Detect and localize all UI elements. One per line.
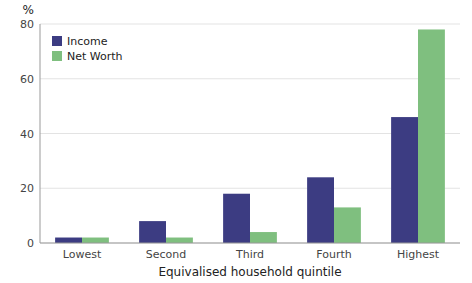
x-tick-label: Third (235, 248, 264, 261)
x-axis-line (40, 243, 460, 244)
bar (82, 238, 109, 243)
y-tick-label: 80 (20, 18, 34, 31)
y-axis-title: % (23, 3, 34, 17)
grid-line (40, 243, 460, 244)
x-tick-label: Fourth (316, 248, 351, 261)
legend-label: Income (67, 35, 108, 48)
y-tick-label: 20 (20, 182, 34, 195)
y-tick-label: 40 (20, 128, 34, 141)
y-tick-label: 60 (20, 73, 34, 86)
bar (334, 207, 361, 243)
bar (166, 238, 193, 243)
chart-container: 0 20 40 60 80 Lowest Second Third Fourth Highest E… (0, 0, 472, 283)
y-tick-label: 0 (27, 237, 34, 250)
x-tick-label: Lowest (63, 248, 102, 261)
legend-swatch (52, 36, 62, 46)
chart: 0 20 40 60 80 Lowest Second Third Fourth Highest E… (0, 0, 472, 283)
bar (307, 177, 334, 243)
y-axis-line (40, 24, 41, 243)
legend-swatch (52, 51, 62, 61)
legend-background (48, 30, 138, 66)
bar (418, 29, 445, 243)
bars (55, 29, 445, 243)
bar (250, 232, 277, 243)
grid-line (40, 24, 460, 25)
grid (40, 24, 460, 243)
x-tick-label: Highest (397, 248, 440, 261)
bar (223, 194, 250, 243)
bar (55, 238, 82, 243)
bar (139, 221, 166, 243)
x-tick-label: Second (146, 248, 186, 261)
legend: Income Net Worth (48, 30, 138, 66)
legend-label: Net Worth (67, 50, 123, 63)
bar (391, 117, 418, 243)
x-axis-title: Equivalised household quintile (158, 265, 341, 279)
grid-line (40, 78, 460, 79)
